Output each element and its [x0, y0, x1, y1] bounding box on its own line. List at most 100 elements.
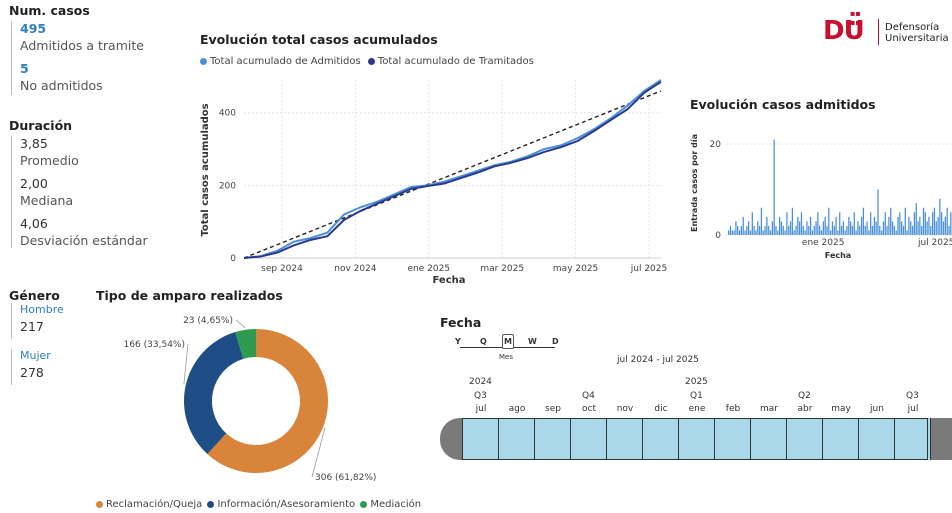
legend-informacion-dot	[207, 500, 215, 508]
daily-bar	[837, 230, 839, 235]
legend-reclamacion-label: Reclamación/Queja	[106, 499, 203, 510]
slicer-month-label: nov	[616, 404, 634, 414]
slicer-level-d[interactable]: D	[552, 337, 559, 346]
slicer-month-cell[interactable]	[895, 418, 931, 460]
slicer-quarter-q4: Q4	[582, 391, 595, 401]
mediana-value: 2,00	[20, 176, 48, 191]
cumulative-y-ticks: 0 200 400	[219, 109, 236, 264]
daily-bar	[788, 225, 790, 235]
slicer-month-cell[interactable]	[643, 418, 679, 460]
mediana-label: Mediana	[20, 193, 74, 208]
slicer-month-cell[interactable]	[607, 418, 643, 460]
slicer-month-cell[interactable]	[751, 418, 787, 460]
daily-bar	[777, 230, 779, 235]
daily-bar	[789, 221, 792, 235]
legend-admitidos-dot	[200, 57, 207, 65]
daily-bar	[948, 225, 950, 235]
daily-bar	[882, 221, 885, 235]
slicer-month-label: jun	[870, 404, 884, 414]
daily-bar	[910, 221, 912, 235]
cumulative-x-tick: may 2025	[553, 264, 598, 274]
donut-slices	[184, 329, 328, 473]
daily-bar	[884, 212, 886, 235]
daily-bar	[749, 230, 752, 235]
slicer-level-w[interactable]: W	[528, 337, 537, 346]
daily-bar	[875, 221, 877, 235]
daily-bar	[941, 212, 943, 235]
slicer-month-cell[interactable]	[823, 418, 859, 460]
daily-bar	[866, 221, 868, 235]
daily-bar	[886, 225, 888, 235]
slicer-quarter-q3-2024: Q3	[474, 391, 487, 401]
slicer-month-label: ene	[688, 404, 706, 414]
logo-mark: DU	[823, 16, 865, 46]
daily-bar	[868, 230, 870, 235]
donut-leader-line	[183, 343, 189, 385]
cumulative-chart-title: Evolución total casos acumulados	[200, 32, 438, 47]
daily-bar	[826, 225, 828, 235]
logo-line1: Defensoría	[885, 22, 940, 33]
donut-data-label: 166 (33,54%)	[124, 340, 185, 350]
slicer-month-cell[interactable]	[463, 418, 499, 460]
cumulative-x-ticks: sep 2024 nov 2024 ene 2025 mar 2025 may 2025…	[261, 264, 667, 274]
daily-bar	[851, 225, 854, 235]
slicer-level-y[interactable]: Y	[455, 337, 461, 346]
slicer-level-q[interactable]: Q	[480, 337, 487, 346]
daily-bar	[937, 216, 939, 235]
cumulative-trend-line	[243, 90, 662, 259]
slicer-level-m[interactable]: M	[502, 334, 514, 349]
daily-bar	[913, 212, 916, 235]
slicer-month-label: may	[831, 404, 851, 414]
hombre-group: Hombre 217	[11, 303, 64, 339]
legend-reclamacion-dot	[96, 500, 103, 508]
slicer-quarter-q1: Q1	[690, 391, 703, 401]
slicer-month-cell[interactable]	[535, 418, 571, 460]
daily-bar	[799, 221, 801, 235]
daily-bar	[862, 207, 865, 235]
daily-bar	[809, 216, 812, 235]
daily-y-tick: 0	[715, 231, 721, 241]
donut-labels: 306 (61,82%) 166 (33,54%) 23 (4,65%)	[124, 316, 377, 483]
daily-bar	[758, 225, 761, 235]
cumulative-x-tick: ene 2025	[408, 264, 451, 274]
daily-bar	[729, 225, 732, 235]
daily-bar	[893, 225, 895, 235]
slicer-month-cell[interactable]	[859, 418, 895, 460]
daily-bar	[800, 212, 803, 235]
slicer-month-label: ago	[508, 404, 526, 414]
daily-bar	[775, 225, 777, 235]
donut-slice[interactable]	[207, 329, 328, 473]
daily-bar	[842, 221, 845, 235]
daily-bar	[848, 216, 850, 235]
daily-bar	[833, 225, 835, 235]
daily-bar	[784, 230, 786, 235]
daily-bar	[860, 216, 863, 235]
daily-bar	[906, 230, 908, 235]
cumulative-x-tick: jul 2025	[630, 264, 667, 274]
slicer-month-cell[interactable]	[571, 418, 607, 460]
slicer-level-selector[interactable]: Y Q M W D Mes	[455, 334, 565, 367]
daily-y-tick: 20	[710, 140, 722, 150]
daily-bar	[873, 216, 875, 235]
slicer-month-cell[interactable]	[715, 418, 751, 460]
donut-slice[interactable]	[235, 329, 256, 359]
slicer-quarter-q2: Q2	[798, 391, 811, 401]
cumulative-y-tick: 200	[219, 181, 236, 191]
daily-bar	[815, 221, 817, 235]
daily-bar	[942, 221, 945, 235]
daily-bar	[950, 212, 952, 235]
daily-bar	[859, 225, 861, 235]
duracion-group: 3,85 Promedio 2,00 Mediana 4,06 Desviaci…	[11, 136, 148, 248]
daily-bar	[771, 221, 773, 235]
cumulative-x-tick: mar 2025	[480, 264, 524, 274]
daily-bar	[769, 230, 772, 235]
slicer-month-cell[interactable]	[787, 418, 823, 460]
donut-slice[interactable]	[184, 332, 244, 455]
slicer-month-cell[interactable]	[499, 418, 535, 460]
daily-bar	[850, 221, 852, 235]
slicer-month-cell[interactable]	[679, 418, 715, 460]
legend-mediacion-dot	[360, 500, 368, 508]
daily-bar	[829, 230, 832, 235]
daily-bar	[902, 225, 905, 235]
cumulative-x-tick: nov 2024	[334, 264, 377, 274]
